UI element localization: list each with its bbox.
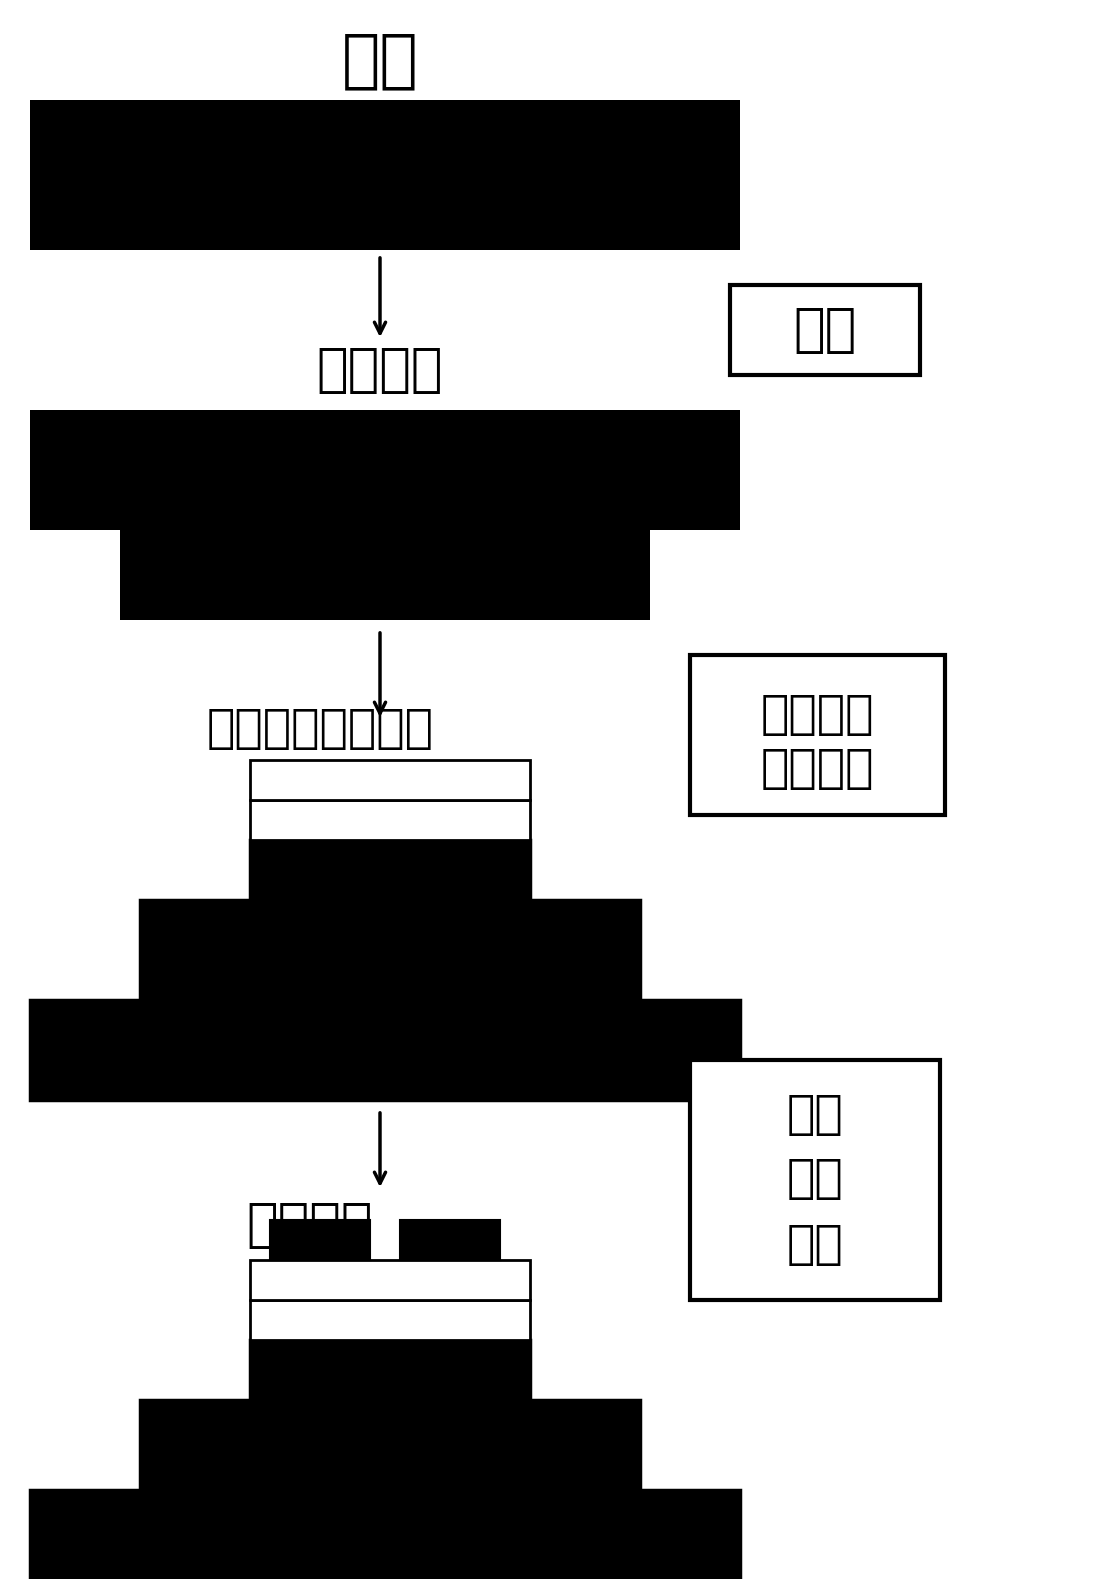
- Bar: [30, 411, 740, 531]
- Text: 金属沉积: 金属沉积: [761, 693, 874, 737]
- Text: 底电极层: 底电极层: [316, 344, 444, 396]
- Bar: [250, 801, 530, 840]
- Bar: [250, 1300, 530, 1341]
- Text: 顶电极层: 顶电极层: [247, 1198, 373, 1251]
- Bar: [730, 284, 920, 374]
- Bar: [400, 1221, 500, 1260]
- Bar: [250, 759, 530, 801]
- Text: 去胶: 去胶: [786, 1222, 843, 1268]
- Bar: [270, 1221, 370, 1260]
- Text: 硫族化合物异质结: 硫族化合物异质结: [206, 707, 434, 753]
- Bar: [690, 1060, 940, 1300]
- Text: 直接硫化: 直接硫化: [761, 747, 874, 793]
- Bar: [120, 531, 650, 621]
- Text: 沉积: 沉积: [794, 305, 856, 355]
- Bar: [250, 1260, 530, 1300]
- Polygon shape: [30, 840, 740, 1101]
- Bar: [690, 655, 945, 815]
- Text: 沉积: 沉积: [786, 1157, 843, 1203]
- Bar: [30, 99, 740, 249]
- Polygon shape: [30, 1341, 740, 1579]
- Text: 光刻: 光刻: [786, 1093, 843, 1137]
- Text: 衭底: 衭底: [341, 28, 418, 92]
